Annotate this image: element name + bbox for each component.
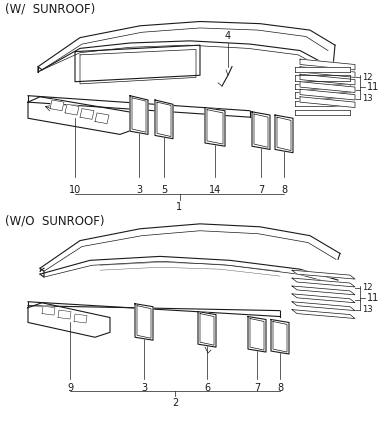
Polygon shape: [74, 314, 87, 323]
Polygon shape: [198, 311, 216, 347]
Text: 1: 1: [177, 202, 183, 212]
Polygon shape: [95, 113, 109, 124]
Text: 12: 12: [362, 283, 373, 292]
Polygon shape: [28, 303, 110, 337]
Polygon shape: [292, 302, 355, 311]
Polygon shape: [292, 294, 355, 303]
Polygon shape: [292, 286, 355, 295]
Text: 9: 9: [67, 383, 73, 393]
Polygon shape: [295, 84, 350, 89]
Polygon shape: [295, 92, 350, 98]
Polygon shape: [300, 97, 355, 107]
Polygon shape: [252, 112, 270, 150]
Text: 10: 10: [69, 185, 81, 195]
Text: 14: 14: [209, 185, 221, 195]
Text: 6: 6: [204, 383, 210, 393]
Text: (W/O  SUNROOF): (W/O SUNROOF): [5, 215, 105, 228]
Polygon shape: [28, 96, 250, 117]
Text: 8: 8: [281, 185, 287, 195]
Polygon shape: [28, 302, 280, 317]
Polygon shape: [292, 278, 355, 287]
Polygon shape: [295, 66, 350, 72]
Polygon shape: [130, 96, 148, 134]
Text: 3: 3: [141, 383, 147, 393]
Polygon shape: [248, 317, 266, 352]
Polygon shape: [28, 97, 135, 134]
Polygon shape: [300, 82, 355, 92]
Polygon shape: [295, 101, 350, 106]
Polygon shape: [155, 100, 173, 139]
Polygon shape: [80, 109, 94, 119]
Text: 5: 5: [161, 185, 167, 195]
Text: 2: 2: [172, 398, 178, 409]
Text: 3: 3: [136, 185, 142, 195]
Polygon shape: [275, 115, 293, 153]
Text: 11: 11: [367, 293, 379, 303]
Text: 13: 13: [362, 95, 373, 104]
Polygon shape: [292, 310, 355, 319]
Text: 13: 13: [362, 305, 373, 314]
Polygon shape: [271, 320, 289, 354]
Text: 11: 11: [367, 82, 379, 92]
Polygon shape: [135, 304, 153, 340]
Text: 12: 12: [362, 73, 373, 82]
Text: 4: 4: [225, 31, 231, 41]
Polygon shape: [65, 104, 79, 115]
Polygon shape: [295, 109, 350, 115]
Text: (W/  SUNROOF): (W/ SUNROOF): [5, 2, 95, 15]
Text: 7: 7: [254, 383, 260, 393]
Polygon shape: [300, 59, 355, 70]
Polygon shape: [300, 66, 355, 78]
Polygon shape: [300, 89, 355, 100]
Polygon shape: [205, 107, 225, 146]
Text: 7: 7: [258, 185, 264, 195]
Polygon shape: [300, 74, 355, 85]
Text: 8: 8: [277, 383, 283, 393]
Polygon shape: [58, 310, 71, 319]
Polygon shape: [42, 306, 55, 315]
Polygon shape: [292, 270, 355, 279]
Polygon shape: [50, 100, 64, 111]
Polygon shape: [295, 75, 350, 81]
